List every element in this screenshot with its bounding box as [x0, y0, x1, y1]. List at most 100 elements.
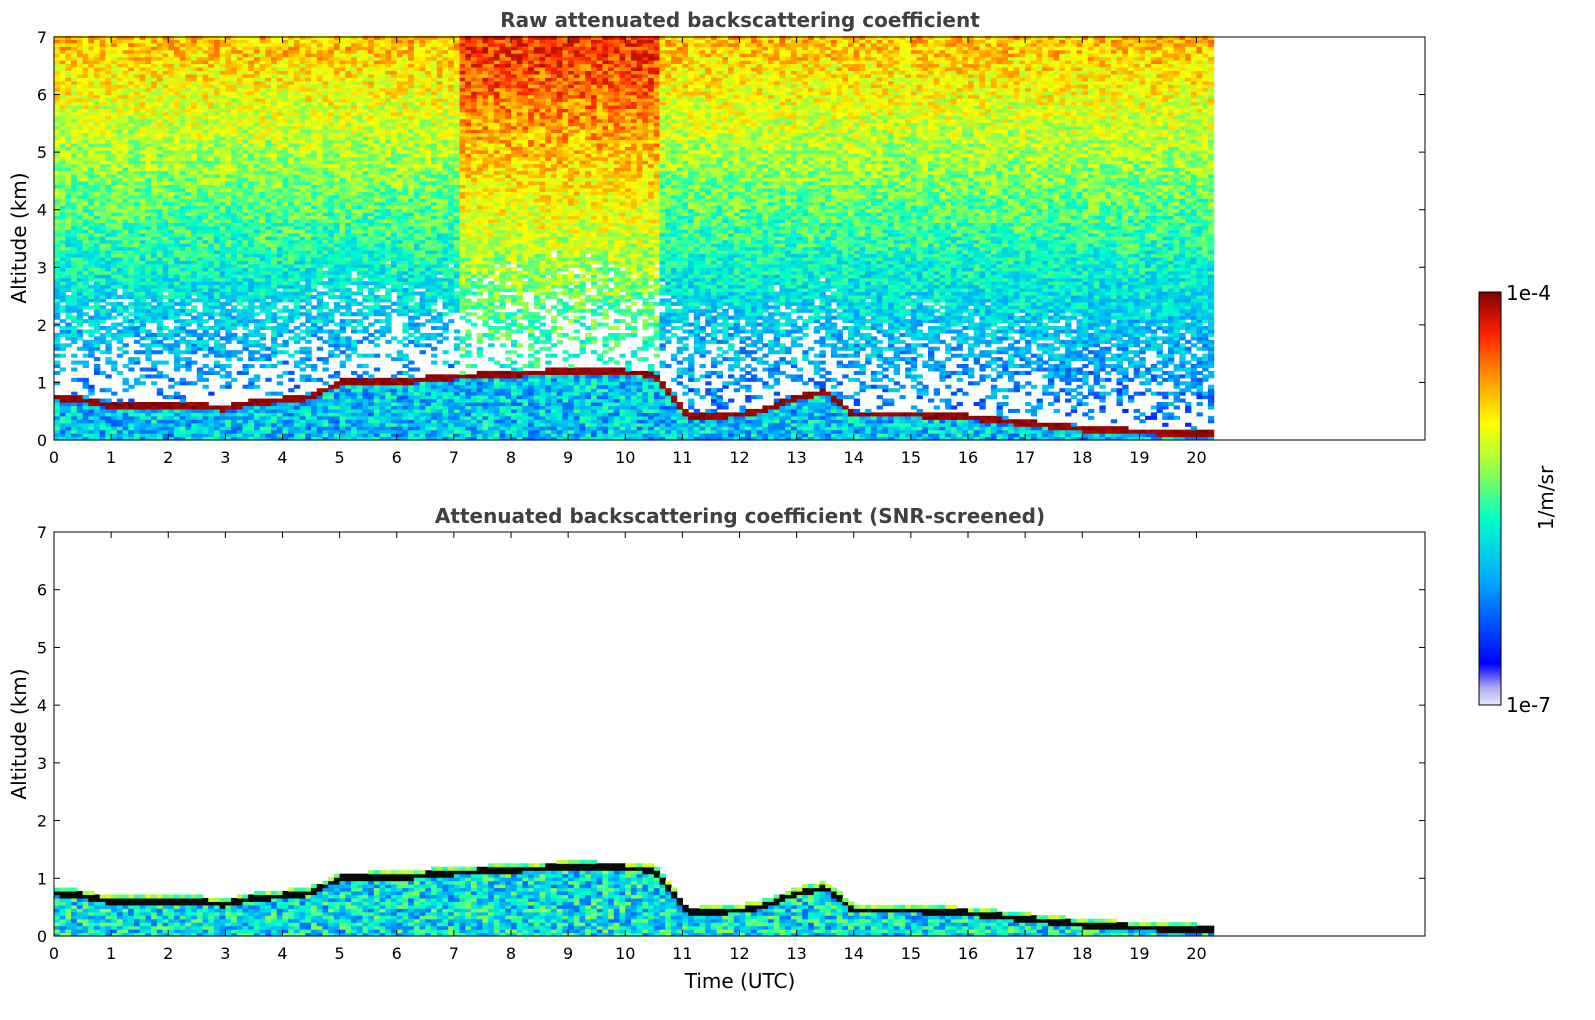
heatmap-cell	[202, 412, 209, 417]
heatmap-cell	[305, 180, 312, 185]
heatmap-cell	[248, 270, 255, 275]
heatmap-cell	[225, 381, 232, 386]
heatmap-cell	[276, 174, 284, 179]
heatmap-cell	[145, 91, 152, 96]
heatmap-cell	[82, 281, 89, 286]
heatmap-cell	[105, 346, 112, 351]
heatmap-cell	[328, 205, 335, 210]
heatmap-cell	[179, 80, 186, 85]
heatmap-cell	[282, 281, 289, 286]
heatmap-cell	[242, 108, 249, 113]
heatmap-cell	[248, 288, 255, 293]
heatmap-cell	[299, 111, 306, 116]
heatmap-cell	[111, 98, 118, 103]
heatmap-cell	[299, 239, 306, 244]
heatmap-cell	[242, 263, 249, 268]
heatmap-cell	[82, 39, 89, 44]
heatmap-cell	[196, 322, 204, 327]
heatmap-cell	[173, 291, 181, 296]
heatmap-cell	[99, 370, 107, 375]
heatmap-cell	[231, 111, 238, 116]
heatmap-cell	[271, 232, 278, 237]
heatmap-cell	[219, 174, 226, 179]
heatmap-cell	[253, 180, 261, 185]
heatmap-cell	[322, 184, 329, 189]
heatmap-cell	[59, 346, 67, 351]
heatmap-cell	[191, 153, 198, 158]
heatmap-cell	[156, 80, 164, 85]
heatmap-cell	[299, 215, 306, 220]
heatmap-cell	[242, 142, 249, 147]
heatmap-cell	[293, 415, 301, 420]
heatmap-cell	[65, 98, 72, 103]
heatmap-cell	[82, 232, 89, 237]
heatmap-cell	[128, 408, 135, 413]
heatmap-cell	[105, 267, 112, 272]
heatmap-cell	[293, 49, 301, 54]
heatmap-cell	[316, 336, 324, 341]
heatmap-cell	[196, 56, 204, 61]
heatmap-cell	[305, 398, 312, 403]
heatmap-cell	[293, 84, 301, 89]
heatmap-cell	[305, 408, 312, 413]
heatmap-cell	[311, 229, 318, 234]
heatmap-cell	[305, 198, 312, 203]
heatmap-cell	[128, 212, 135, 217]
heatmap-cell	[179, 70, 186, 75]
heatmap-cell	[122, 422, 129, 427]
heatmap-cell	[145, 270, 152, 275]
heatmap-cell	[305, 339, 312, 344]
heatmap-cell	[162, 253, 169, 258]
heatmap-cell	[88, 153, 95, 158]
heatmap-cell	[65, 329, 72, 334]
heatmap-cell	[311, 433, 318, 438]
heatmap-cell	[59, 136, 67, 141]
heatmap-cell	[59, 66, 67, 71]
heatmap-cell	[179, 184, 186, 189]
heatmap-cell	[271, 212, 278, 217]
heatmap-cell	[328, 274, 335, 279]
heatmap-cell	[208, 405, 215, 410]
heatmap-cell	[259, 263, 266, 268]
heatmap-cell	[242, 118, 249, 123]
heatmap-cell	[168, 419, 175, 424]
heatmap-cell	[282, 111, 289, 116]
heatmap-cell	[122, 274, 129, 279]
heatmap-cell	[139, 405, 146, 410]
heatmap-cell	[242, 246, 249, 251]
heatmap-cell	[316, 87, 324, 92]
heatmap-cell	[225, 336, 232, 341]
heatmap-cell	[231, 53, 238, 58]
heatmap-cell	[242, 53, 249, 58]
heatmap-cell	[145, 46, 152, 51]
heatmap-cell	[242, 436, 249, 441]
heatmap-cell	[191, 308, 198, 313]
heatmap-cell	[151, 319, 158, 324]
heatmap-cell	[328, 156, 335, 161]
heatmap-cell	[213, 180, 221, 185]
heatmap-cell	[162, 270, 169, 275]
heatmap-cell	[168, 101, 175, 106]
heatmap-cell	[145, 104, 152, 109]
heatmap-cell	[305, 149, 312, 154]
heatmap-cell	[145, 329, 152, 334]
heatmap-cell	[122, 419, 129, 424]
heatmap-cell	[156, 153, 164, 158]
heatmap-cell	[299, 87, 306, 92]
heatmap-cell	[305, 66, 312, 71]
heatmap-cell	[88, 63, 95, 68]
heatmap-cell	[93, 198, 101, 203]
heatmap-cell	[191, 49, 198, 54]
heatmap-cell	[196, 256, 204, 261]
heatmap-cell	[116, 198, 124, 203]
heatmap-cell	[88, 274, 95, 279]
heatmap-cell	[293, 118, 301, 123]
heatmap-cell	[105, 256, 112, 261]
heatmap-cell	[82, 239, 89, 244]
heatmap-cell	[219, 419, 226, 424]
heatmap-cell	[54, 132, 61, 137]
heatmap-cell	[116, 229, 124, 234]
heatmap-cell	[322, 256, 329, 261]
heatmap-cell	[179, 350, 186, 355]
heatmap-cell	[191, 98, 198, 103]
